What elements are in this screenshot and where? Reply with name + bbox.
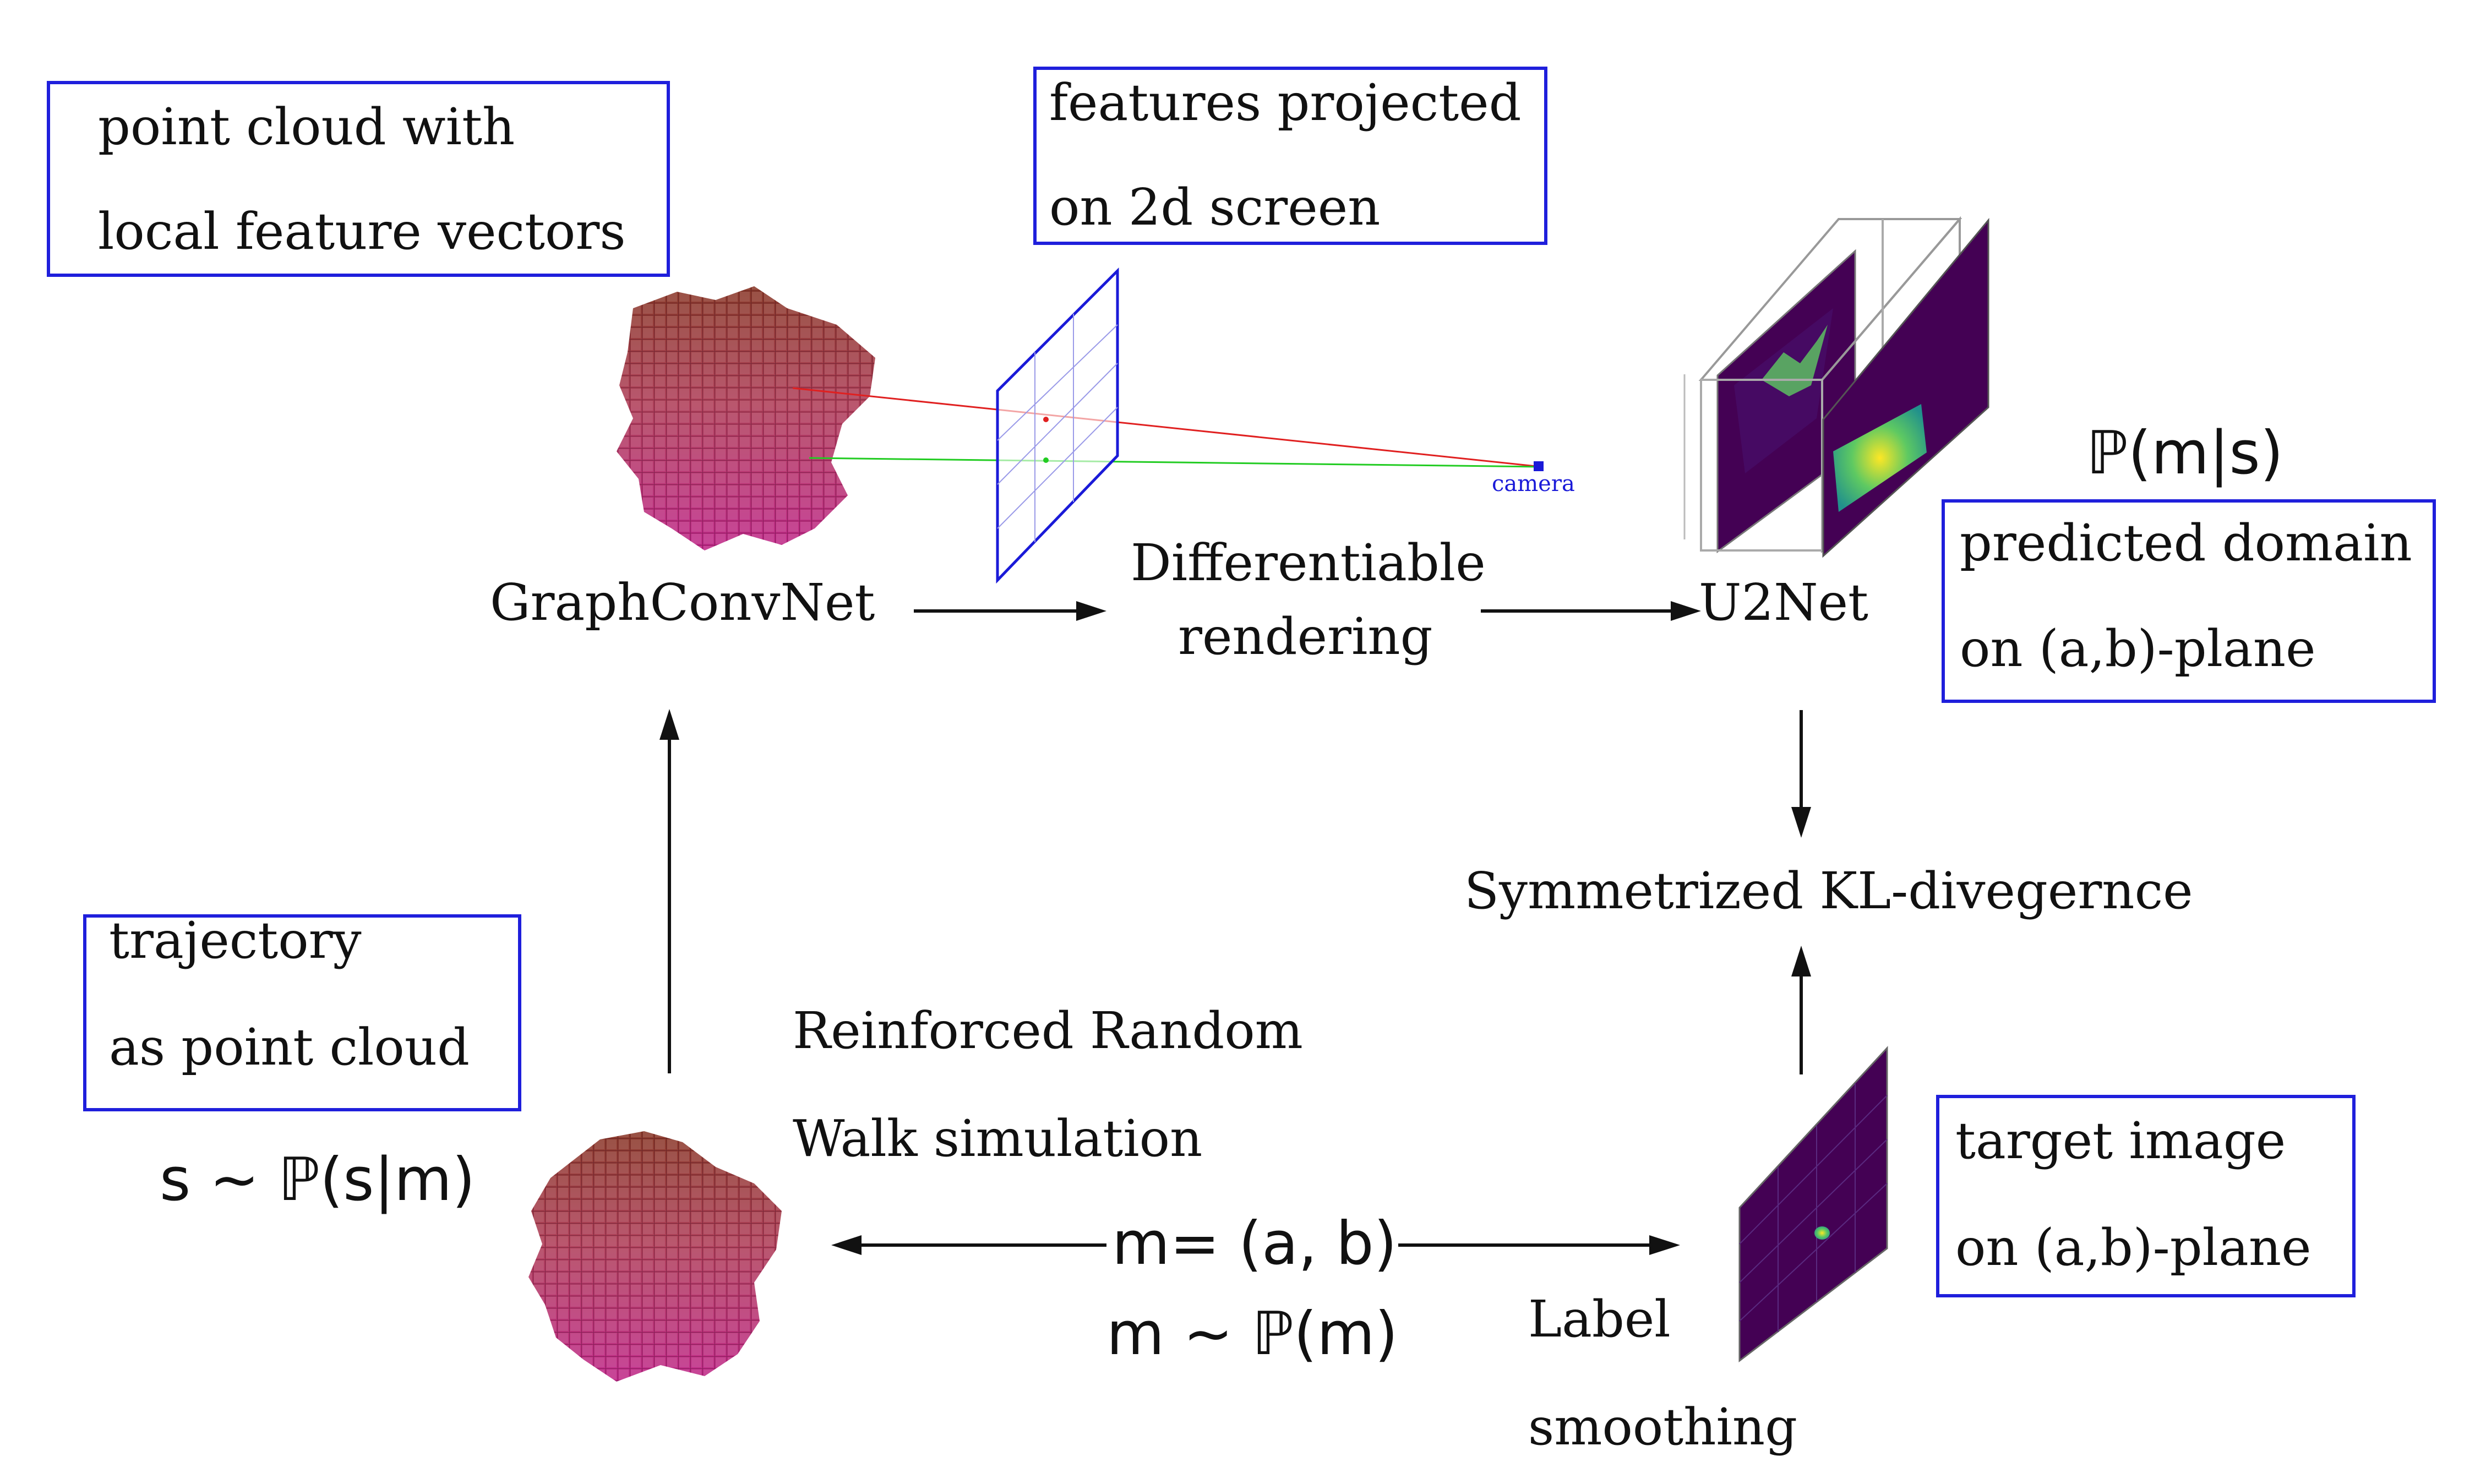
math-m-sim: m ~ ℙ(m) (1106, 1300, 1398, 1368)
u2net-feature-maps (1683, 216, 1989, 558)
predicted-heatmap-blob (1833, 404, 1927, 512)
label-differentiable: Differentiable (1131, 533, 1486, 592)
label-label: Label (1528, 1290, 1671, 1349)
box-point-cloud-line2: local feature vectors (98, 202, 626, 261)
box-predicted-domain-line1: predicted domain (1960, 514, 2412, 572)
label-rendering: rendering (1178, 607, 1433, 666)
projection-rays: camera (792, 387, 1575, 497)
red-ray (792, 387, 1542, 468)
box-target-image-line1: target image (1955, 1111, 2286, 1170)
target-heatmap-spot (1814, 1226, 1830, 1240)
green-ray (809, 457, 1542, 468)
math-s-sim: s ~ ℙ(s|m) (160, 1145, 475, 1214)
arrow-target-to-kl (1791, 946, 1811, 1074)
label-reinforced-random: Reinforced Random (793, 1001, 1303, 1060)
voxel-cloud-bottom (528, 1131, 782, 1382)
label-smoothing: smoothing (1528, 1398, 1797, 1456)
box-predicted-domain: predicted domain on (a,b)-plane (1942, 499, 2436, 703)
camera-label: camera (1492, 471, 1575, 497)
arrow-m-to-trajectory (831, 1235, 1106, 1255)
voxel-cloud-top (617, 286, 875, 550)
projection-plane (996, 267, 1119, 584)
box-target-image-line2: on (a,b)-plane (1955, 1218, 2311, 1277)
box-trajectory: trajectory as point cloud (83, 911, 521, 1111)
label-graphconvnet: GraphConvNet (490, 573, 875, 632)
box-features-projected-line2: on 2d screen (1049, 178, 1380, 237)
arrow-m-to-target (1398, 1235, 1680, 1255)
feature-trajectory-trace (1762, 325, 1828, 396)
arrow-u2net-to-kl (1791, 710, 1811, 838)
box-features-projected-line1: features projected (1049, 73, 1522, 132)
arrow-rendering-to-u2net (1481, 601, 1701, 621)
arrow-graphconvnet-to-rendering (914, 601, 1106, 621)
box-point-cloud: point cloud with local feature vectors (47, 81, 670, 277)
box-trajectory-line2: as point cloud (109, 1018, 470, 1077)
label-u2net: U2Net (1699, 573, 1868, 632)
camera-marker (1534, 461, 1544, 471)
box-point-cloud-line1: point cloud with (98, 97, 515, 156)
label-walk-simulation: Walk simulation (793, 1109, 1202, 1168)
box-features-projected: features projected on 2d screen (1033, 67, 1547, 245)
label-kl-divergence: Symmetrized KL-divegernce (1464, 861, 2193, 920)
box-target-image: target image on (a,b)-plane (1936, 1095, 2356, 1297)
arrow-trajectory-to-graphconvnet (659, 709, 679, 1073)
math-m-eq: m= (a, b) (1112, 1209, 1397, 1278)
box-predicted-domain-line2: on (a,b)-plane (1960, 619, 2316, 678)
box-trajectory-line1: trajectory (109, 911, 362, 970)
math-p-m-given-s: ℙ(m|s) (2086, 419, 2283, 488)
target-heatmap (1738, 1046, 1888, 1363)
